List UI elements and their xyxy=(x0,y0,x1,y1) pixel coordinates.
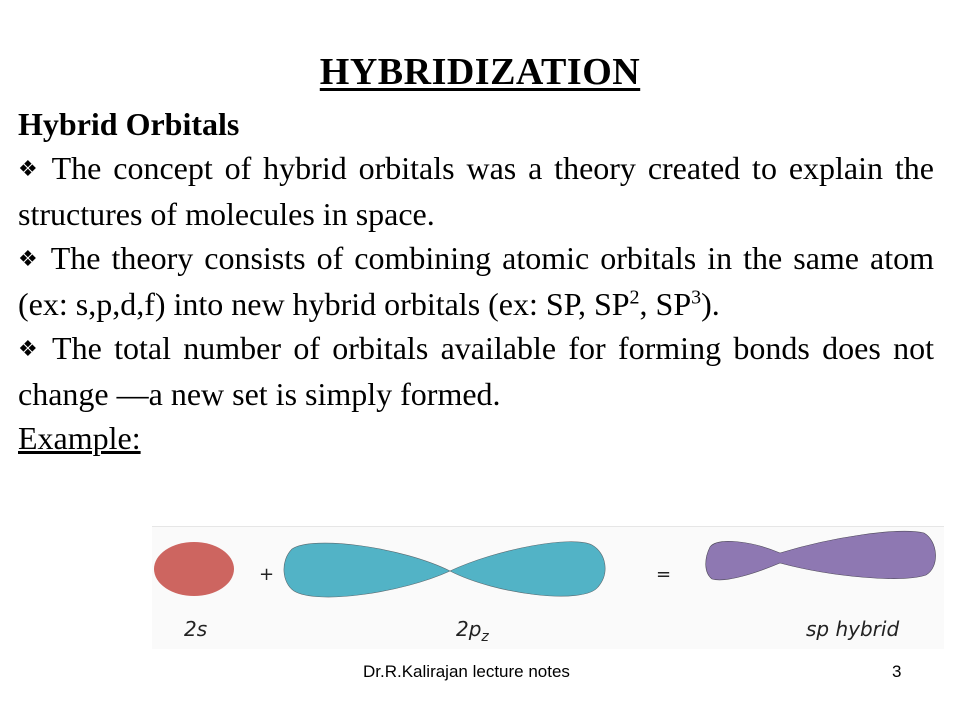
label-2pz: 2pz xyxy=(456,617,489,645)
page-number: 3 xyxy=(892,662,902,681)
superscript-2: 2 xyxy=(629,286,640,309)
bullet-3: ❖ The total number of orbitals available … xyxy=(18,326,934,416)
s-orbital-shape xyxy=(154,542,234,596)
bullet-3-text: The total number of orbitals available f… xyxy=(18,330,934,412)
equals-sign: = xyxy=(656,564,672,585)
slide-content: Hybrid Orbitals ❖ The concept of hybrid o… xyxy=(18,102,934,460)
bullet-1: ❖ The concept of hybrid orbitals was a th… xyxy=(18,146,934,236)
slide-title: HYBRIDIZATION xyxy=(319,51,641,93)
bullet-2-text-cont: , SP xyxy=(639,286,692,322)
hybrid-orbital-diagram: + = 2s 2pz sp hybrid xyxy=(152,526,944,649)
bullet-2-text: The theory consists of combining atomic … xyxy=(18,240,934,322)
diamond-bullet-icon: ❖ xyxy=(18,337,43,362)
bullet-2: ❖ The theory consists of combining atomic… xyxy=(18,236,934,326)
label-2pz-subscript: z xyxy=(481,629,489,645)
footer-notes: Dr.R.Kalirajan lecture notes xyxy=(363,662,570,681)
bullet-2-text-end: ). xyxy=(701,286,720,322)
p-orbital-shape xyxy=(283,541,606,598)
example-label: Example: xyxy=(18,420,141,456)
subheading: Hybrid Orbitals xyxy=(18,106,240,142)
plus-sign: + xyxy=(259,564,275,585)
label-sp-hybrid: sp hybrid xyxy=(806,617,900,641)
diamond-bullet-icon: ❖ xyxy=(18,157,42,182)
label-2s: 2s xyxy=(184,617,208,641)
sp-orbital-shape xyxy=(705,530,936,581)
bullet-1-text: The concept of hybrid orbitals was a the… xyxy=(18,150,934,232)
superscript-3: 3 xyxy=(691,286,702,309)
diamond-bullet-icon: ❖ xyxy=(18,247,41,272)
orbital-shapes xyxy=(154,530,936,598)
slide-footer: Dr.R.Kalirajan lecture notes 3 xyxy=(0,662,960,686)
